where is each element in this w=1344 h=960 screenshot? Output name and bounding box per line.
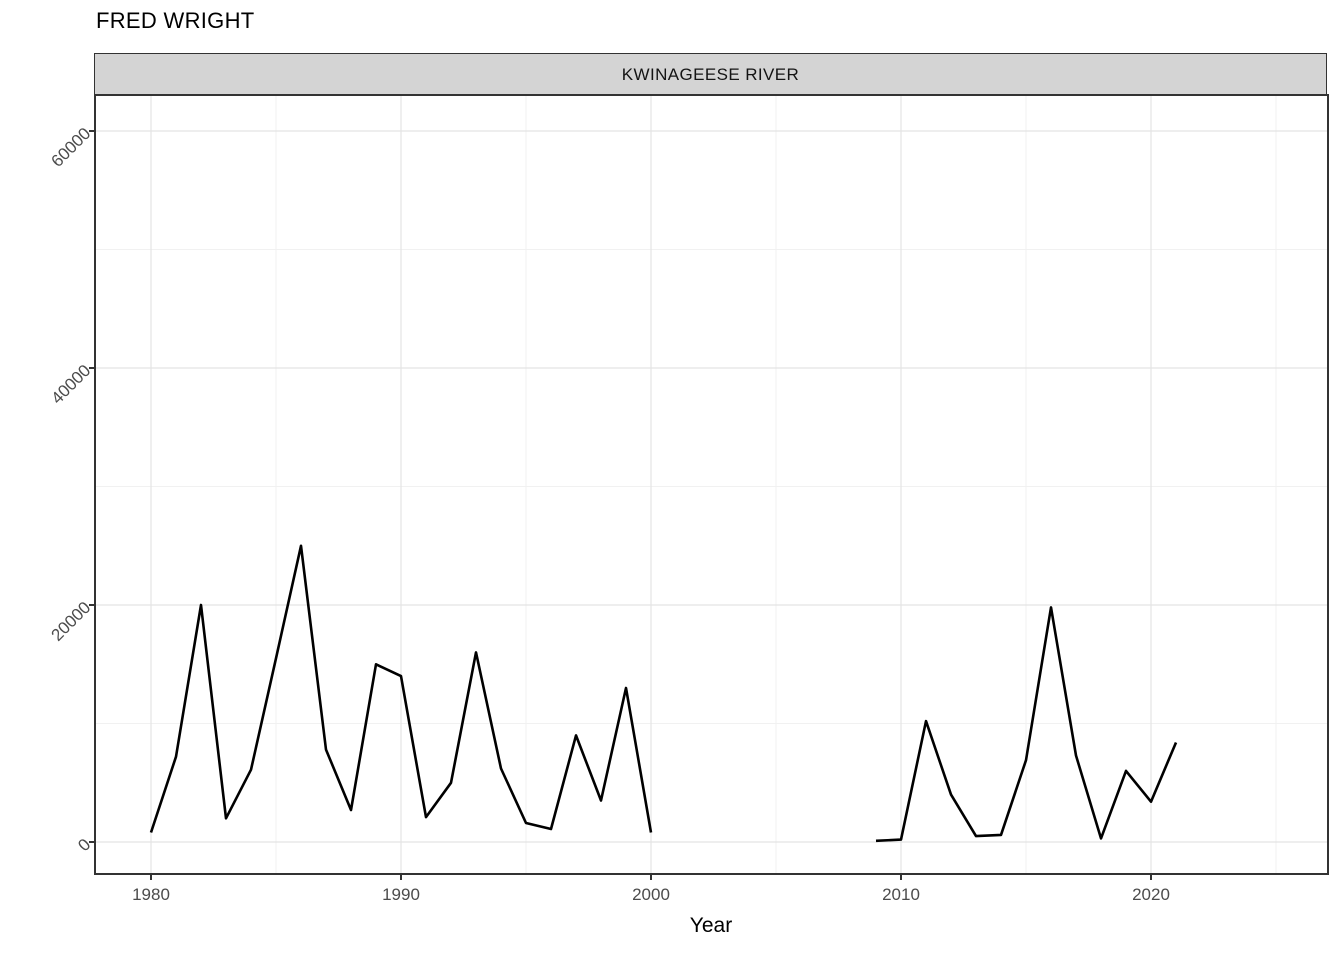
y-tick-label: 40000 [47, 360, 95, 408]
y-axis-tick [89, 367, 94, 369]
plot-panel [94, 94, 1329, 875]
x-tick-label: 1980 [132, 885, 170, 904]
y-tick-label: 20000 [47, 597, 95, 645]
line-chart-svg [96, 96, 1327, 873]
y-axis-tick [89, 841, 94, 843]
data-line [875, 606, 1178, 843]
x-tick-label: 2000 [632, 885, 670, 904]
x-tick-label: 1990 [382, 885, 420, 904]
x-tick-label: 2020 [1132, 885, 1170, 904]
x-axis-tick [900, 875, 902, 880]
y-axis-tick [89, 130, 94, 132]
x-axis-tick [650, 875, 652, 880]
facet-strip: KWINAGEESE RIVER [94, 53, 1327, 97]
chart-title: FRED WRIGHT [96, 8, 255, 33]
x-axis-tick [150, 875, 152, 880]
x-axis-tick [400, 875, 402, 880]
y-tick-label: 60000 [47, 123, 95, 171]
data-line [149, 544, 653, 833]
x-axis-title: Year [689, 914, 733, 937]
y-tick-label: 0 [74, 834, 95, 856]
x-axis-tick [1150, 875, 1152, 880]
x-tick-label: 2010 [882, 885, 920, 904]
y-axis-tick [89, 604, 94, 606]
facet-strip-label: KWINAGEESE RIVER [621, 65, 800, 84]
